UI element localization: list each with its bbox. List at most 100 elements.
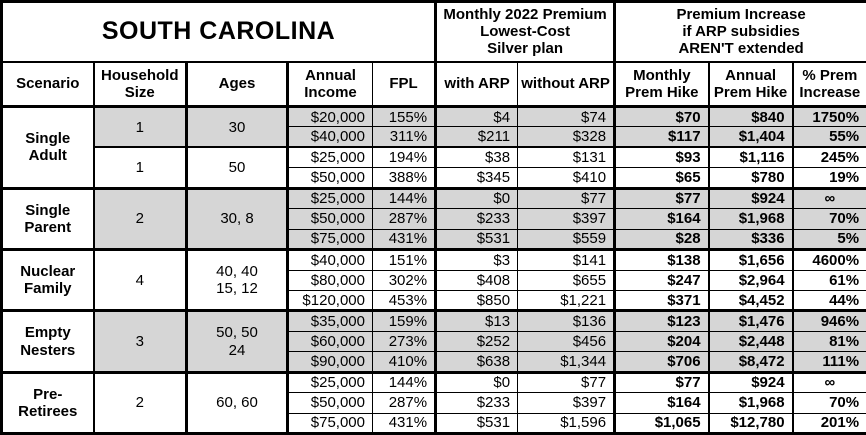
fpl-cell: 287% bbox=[371, 208, 438, 230]
annual-income-cell: $40,000 bbox=[287, 248, 373, 271]
with-arp-cell: $850 bbox=[435, 289, 519, 312]
col-header-scenario: Scenario bbox=[1, 61, 95, 108]
annual-prem-hike-cell: $780 bbox=[708, 167, 794, 189]
table-row: Pre- Retirees 2 60, 60 $25,000 144% $0 $77 $77 $… bbox=[1, 370, 866, 435]
with-arp-cell: $252 bbox=[435, 330, 519, 353]
with-arp-cell: $531 bbox=[435, 228, 519, 251]
ages-cell: 50, 50 24 bbox=[186, 309, 289, 373]
table-row: $75,000 431% $531 $1,596 $1,065 $12,780 201% bbox=[2, 412, 866, 435]
annual-income-cell: $120,000 bbox=[287, 289, 373, 312]
col-header-household-size: Household Size bbox=[93, 61, 188, 108]
annual-income-cell: $75,000 bbox=[287, 412, 373, 435]
pct-prem-increase-cell: 946% bbox=[792, 309, 866, 332]
annual-prem-hike-cell: $840 bbox=[708, 104, 794, 128]
pct-prem-increase-cell: 245% bbox=[792, 146, 866, 169]
household-size-cell: 1 bbox=[93, 105, 188, 148]
monthly-prem-hike-cell: $247 bbox=[614, 269, 710, 291]
monthly-prem-hike-cell: $65 bbox=[614, 167, 710, 189]
with-arp-cell: $211 bbox=[435, 126, 519, 148]
without-arp-cell: $559 bbox=[517, 228, 617, 251]
page-title: SOUTH CAROLINA bbox=[0, 1, 438, 63]
without-arp-cell: $655 bbox=[517, 269, 617, 291]
col-header-without-arp: without ARP bbox=[517, 61, 617, 108]
fpl-cell: 151% bbox=[371, 248, 438, 271]
pct-prem-increase-cell: 5% bbox=[792, 228, 866, 251]
without-arp-cell: $131 bbox=[517, 146, 617, 169]
monthly-prem-hike-cell: $70 bbox=[614, 104, 710, 128]
pct-prem-increase-cell: 111% bbox=[792, 351, 866, 373]
annual-income-cell: $25,000 bbox=[287, 370, 373, 394]
fpl-cell: 155% bbox=[371, 104, 438, 128]
annual-income-cell: $75,000 bbox=[287, 228, 373, 251]
without-arp-cell: $1,596 bbox=[517, 412, 617, 435]
household-size-cell: 4 bbox=[93, 248, 188, 312]
scenario-cell: Nuclear Family bbox=[1, 248, 95, 312]
annual-prem-hike-cell: $12,780 bbox=[708, 412, 794, 435]
with-arp-cell: $345 bbox=[435, 167, 519, 189]
without-arp-cell: $77 bbox=[517, 186, 617, 210]
household-size-cell: 2 bbox=[93, 370, 188, 435]
pct-prem-increase-cell: 1750% bbox=[792, 104, 866, 128]
without-arp-cell: $77 bbox=[517, 370, 617, 394]
without-arp-cell: $1,344 bbox=[517, 351, 617, 373]
table-body: Single Adult 1 30 $20,000 155% $4 $74 $70 $840 17… bbox=[1, 104, 866, 435]
pct-prem-increase-cell: 61% bbox=[792, 269, 866, 291]
table-row: $90,000 410% $638 $1,344 $706 $8,472 111% bbox=[2, 351, 866, 373]
fpl-cell: 453% bbox=[371, 289, 438, 312]
table-row: Empty Nesters 3 50, 50 24 $35,000 159% $13 $13… bbox=[1, 309, 866, 373]
monthly-prem-hike-cell: $164 bbox=[614, 392, 710, 414]
col-header-fpl: FPL bbox=[371, 61, 438, 108]
table-row: $50,000 287% $233 $397 $164 $1,968 70% bbox=[2, 208, 866, 230]
monthly-prem-hike-cell: $123 bbox=[614, 309, 710, 332]
annual-income-cell: $35,000 bbox=[287, 309, 373, 332]
annual-income-cell: $50,000 bbox=[287, 167, 373, 189]
pct-prem-increase-cell: 19% bbox=[792, 167, 866, 189]
without-arp-cell: $328 bbox=[517, 126, 617, 148]
fpl-cell: 159% bbox=[371, 309, 438, 332]
annual-prem-hike-cell: $2,964 bbox=[708, 269, 794, 291]
fpl-cell: 311% bbox=[371, 126, 438, 148]
table-row: Single Parent 2 30, 8 $25,000 144% $0 $77 $77 $9… bbox=[1, 186, 866, 251]
monthly-prem-hike-cell: $93 bbox=[614, 146, 710, 169]
pct-prem-increase-cell: 81% bbox=[792, 330, 866, 353]
table-row: $60,000 273% $252 $456 $204 $2,448 81% bbox=[2, 330, 866, 353]
scenario-cell: Single Adult bbox=[1, 105, 95, 189]
pct-prem-increase-cell: 4600% bbox=[792, 248, 866, 271]
annual-prem-hike-cell: $336 bbox=[708, 228, 794, 251]
fpl-cell: 431% bbox=[371, 412, 438, 435]
without-arp-cell: $74 bbox=[517, 104, 617, 128]
ages-cell: 40, 40 15, 12 bbox=[186, 248, 289, 312]
annual-income-cell: $90,000 bbox=[287, 351, 373, 373]
with-arp-cell: $13 bbox=[435, 309, 519, 332]
monthly-prem-hike-cell: $371 bbox=[614, 289, 710, 312]
annual-income-cell: $25,000 bbox=[287, 186, 373, 210]
scenario-cell: Empty Nesters bbox=[1, 309, 95, 373]
table-row: $50,000 287% $233 $397 $164 $1,968 70% bbox=[2, 392, 866, 414]
without-arp-cell: $1,221 bbox=[517, 289, 617, 312]
col-header-ages: Ages bbox=[186, 61, 289, 108]
table-row: Single Adult 1 30 $20,000 155% $4 $74 $70 $840 17… bbox=[1, 104, 866, 189]
without-arp-cell: $456 bbox=[517, 330, 617, 353]
with-arp-cell: $233 bbox=[435, 208, 519, 230]
with-arp-cell: $4 bbox=[435, 104, 519, 128]
monthly-prem-hike-cell: $706 bbox=[614, 351, 710, 373]
header-group-increase: Premium Increase if ARP subsidies AREN'T… bbox=[614, 1, 866, 63]
table-row: Nuclear Family 4 40, 40 15, 12 $40,000 151% $… bbox=[1, 248, 866, 312]
annual-prem-hike-cell: $1,656 bbox=[708, 248, 794, 271]
annual-prem-hike-cell: $1,116 bbox=[708, 146, 794, 169]
table-row: $40,000 311% $211 $328 $117 $1,404 55% bbox=[2, 126, 866, 148]
with-arp-cell: $531 bbox=[435, 412, 519, 435]
without-arp-cell: $397 bbox=[517, 392, 617, 414]
table-row: $50,000 388% $345 $410 $65 $780 19% bbox=[2, 167, 866, 189]
monthly-prem-hike-cell: $138 bbox=[614, 248, 710, 271]
monthly-prem-hike-cell: $164 bbox=[614, 208, 710, 230]
monthly-prem-hike-cell: $1,065 bbox=[614, 412, 710, 435]
with-arp-cell: $0 bbox=[435, 186, 519, 210]
annual-income-cell: $50,000 bbox=[287, 392, 373, 414]
without-arp-cell: $397 bbox=[517, 208, 617, 230]
annual-income-cell: $25,000 bbox=[287, 146, 373, 169]
ages-cell: 50 bbox=[186, 146, 289, 189]
annual-income-cell: $40,000 bbox=[287, 126, 373, 148]
fpl-cell: 273% bbox=[371, 330, 438, 353]
